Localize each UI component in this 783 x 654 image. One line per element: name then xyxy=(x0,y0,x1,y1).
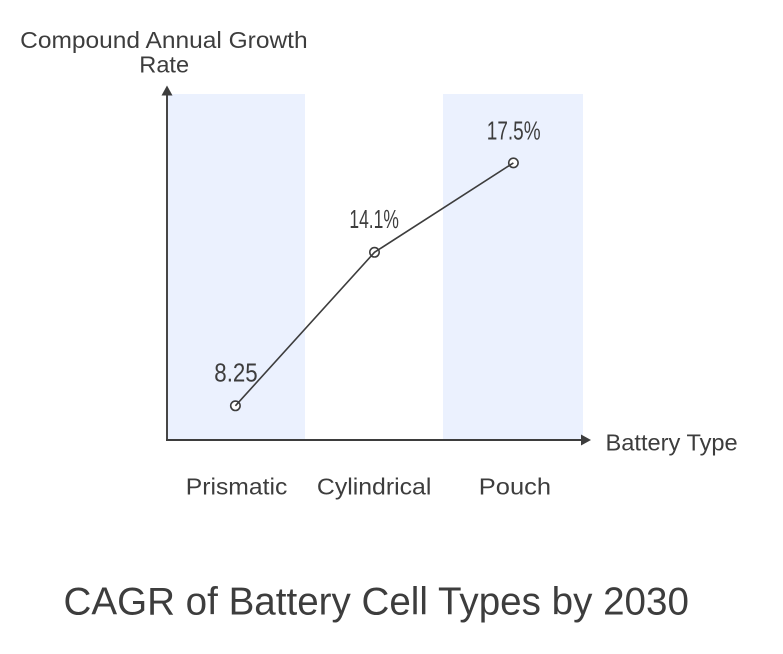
svg-text:Rate: Rate xyxy=(139,52,189,78)
svg-text:17.5%: 17.5% xyxy=(487,118,541,146)
svg-text:Pouch: Pouch xyxy=(479,473,551,499)
svg-text:8.25: 8.25 xyxy=(214,360,257,388)
svg-text:Cylindrical: Cylindrical xyxy=(317,473,432,499)
svg-text:Compound Annual Growth: Compound Annual Growth xyxy=(20,27,307,53)
svg-text:Prismatic: Prismatic xyxy=(186,473,287,499)
svg-text:14.1%: 14.1% xyxy=(349,206,399,234)
svg-text:CAGR of Battery Cell Types by: CAGR of Battery Cell Types by 2030 xyxy=(64,581,689,624)
svg-text:Battery Type: Battery Type xyxy=(606,430,738,456)
